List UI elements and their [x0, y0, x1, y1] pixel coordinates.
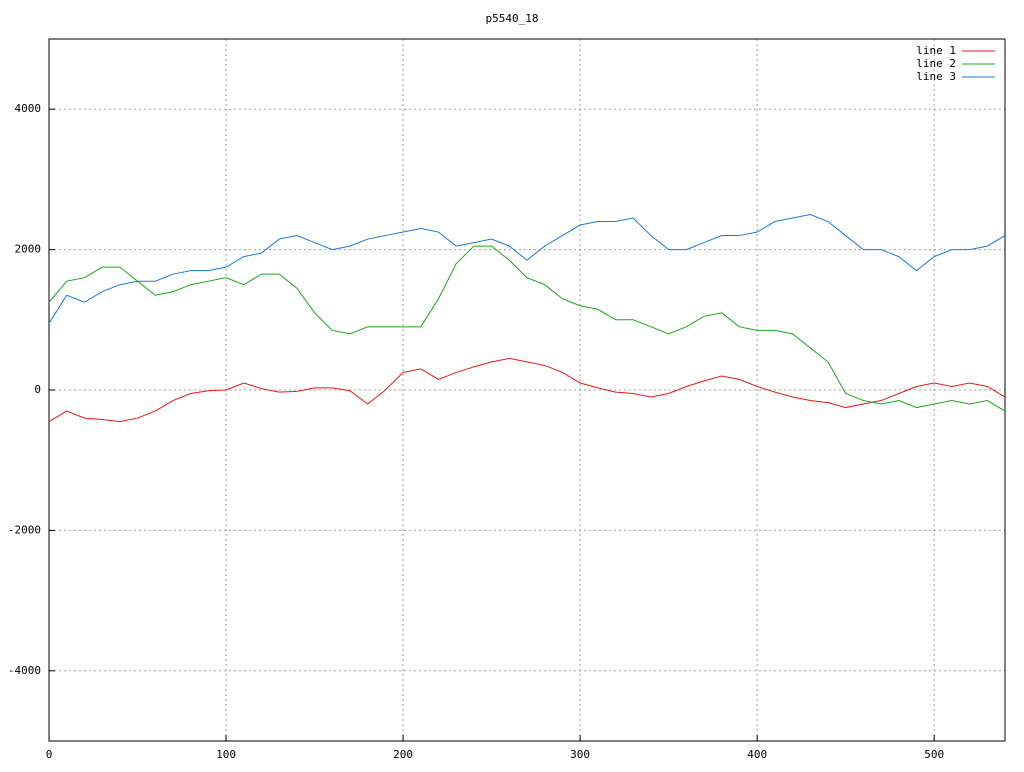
x-tick-label: 0 [46, 748, 53, 761]
y-tick-label: 2000 [15, 243, 42, 256]
legend-label: line 2 [916, 57, 956, 70]
plot-frame [48, 38, 1006, 742]
legend-label: line 1 [916, 44, 956, 57]
series-line [48, 213, 1006, 324]
y-tick-label: 0 [34, 383, 41, 396]
legend-label: line 3 [916, 70, 956, 83]
x-tick-label: 400 [747, 748, 767, 761]
y-tick-label: 4000 [15, 102, 42, 115]
x-tick-label: 300 [570, 748, 590, 761]
x-tick-label: 200 [393, 748, 413, 761]
x-tick-label: 100 [216, 748, 236, 761]
series-line [48, 357, 1006, 423]
y-tick-label: -2000 [8, 523, 41, 536]
x-tick-label: 500 [924, 748, 944, 761]
chart-title: p5540_18 [486, 12, 539, 25]
y-tick-label: -4000 [8, 664, 41, 677]
series-line [48, 245, 1006, 412]
